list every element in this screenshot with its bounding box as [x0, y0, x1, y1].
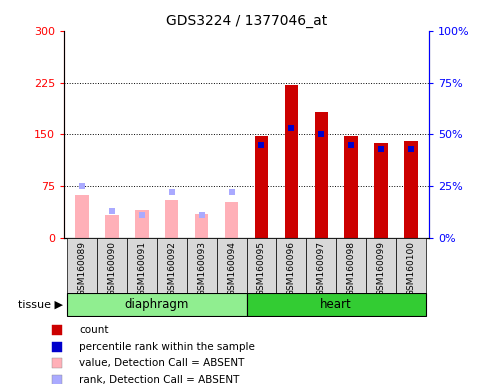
- Bar: [345, 136, 358, 238]
- Bar: [255, 136, 268, 238]
- Bar: [67, 238, 97, 294]
- Bar: [216, 238, 246, 294]
- Text: tissue ▶: tissue ▶: [19, 300, 64, 310]
- Text: GSM160094: GSM160094: [227, 241, 236, 296]
- Text: rank, Detection Call = ABSENT: rank, Detection Call = ABSENT: [79, 375, 240, 384]
- Text: count: count: [79, 326, 109, 336]
- Text: GSM160090: GSM160090: [107, 241, 116, 296]
- Bar: [135, 210, 148, 238]
- Bar: [75, 195, 89, 238]
- Bar: [187, 238, 216, 294]
- Bar: [246, 238, 277, 294]
- Bar: [225, 202, 238, 238]
- Text: percentile rank within the sample: percentile rank within the sample: [79, 342, 255, 352]
- Text: GSM160096: GSM160096: [287, 241, 296, 296]
- Bar: [127, 238, 157, 294]
- Title: GDS3224 / 1377046_at: GDS3224 / 1377046_at: [166, 14, 327, 28]
- Text: GSM160091: GSM160091: [138, 241, 146, 296]
- Text: diaphragm: diaphragm: [125, 298, 189, 311]
- Bar: [366, 238, 396, 294]
- Text: GSM160093: GSM160093: [197, 241, 206, 296]
- Text: value, Detection Call = ABSENT: value, Detection Call = ABSENT: [79, 358, 245, 368]
- Text: GSM160089: GSM160089: [77, 241, 87, 296]
- Bar: [284, 85, 298, 238]
- Text: heart: heart: [320, 298, 352, 311]
- Text: GSM160097: GSM160097: [317, 241, 326, 296]
- Text: GSM160099: GSM160099: [377, 241, 386, 296]
- Text: GSM160095: GSM160095: [257, 241, 266, 296]
- Bar: [105, 215, 119, 238]
- Bar: [404, 141, 418, 238]
- Bar: [157, 238, 187, 294]
- Bar: [374, 143, 388, 238]
- Bar: [165, 200, 178, 238]
- Text: GSM160100: GSM160100: [406, 241, 416, 296]
- Bar: [306, 238, 336, 294]
- Text: GSM160092: GSM160092: [167, 241, 176, 296]
- Text: GSM160098: GSM160098: [347, 241, 355, 296]
- Bar: [277, 238, 306, 294]
- Bar: [195, 214, 209, 238]
- Bar: [67, 293, 246, 316]
- Bar: [336, 238, 366, 294]
- Bar: [315, 112, 328, 238]
- Bar: [396, 238, 426, 294]
- Bar: [97, 238, 127, 294]
- Bar: [246, 293, 426, 316]
